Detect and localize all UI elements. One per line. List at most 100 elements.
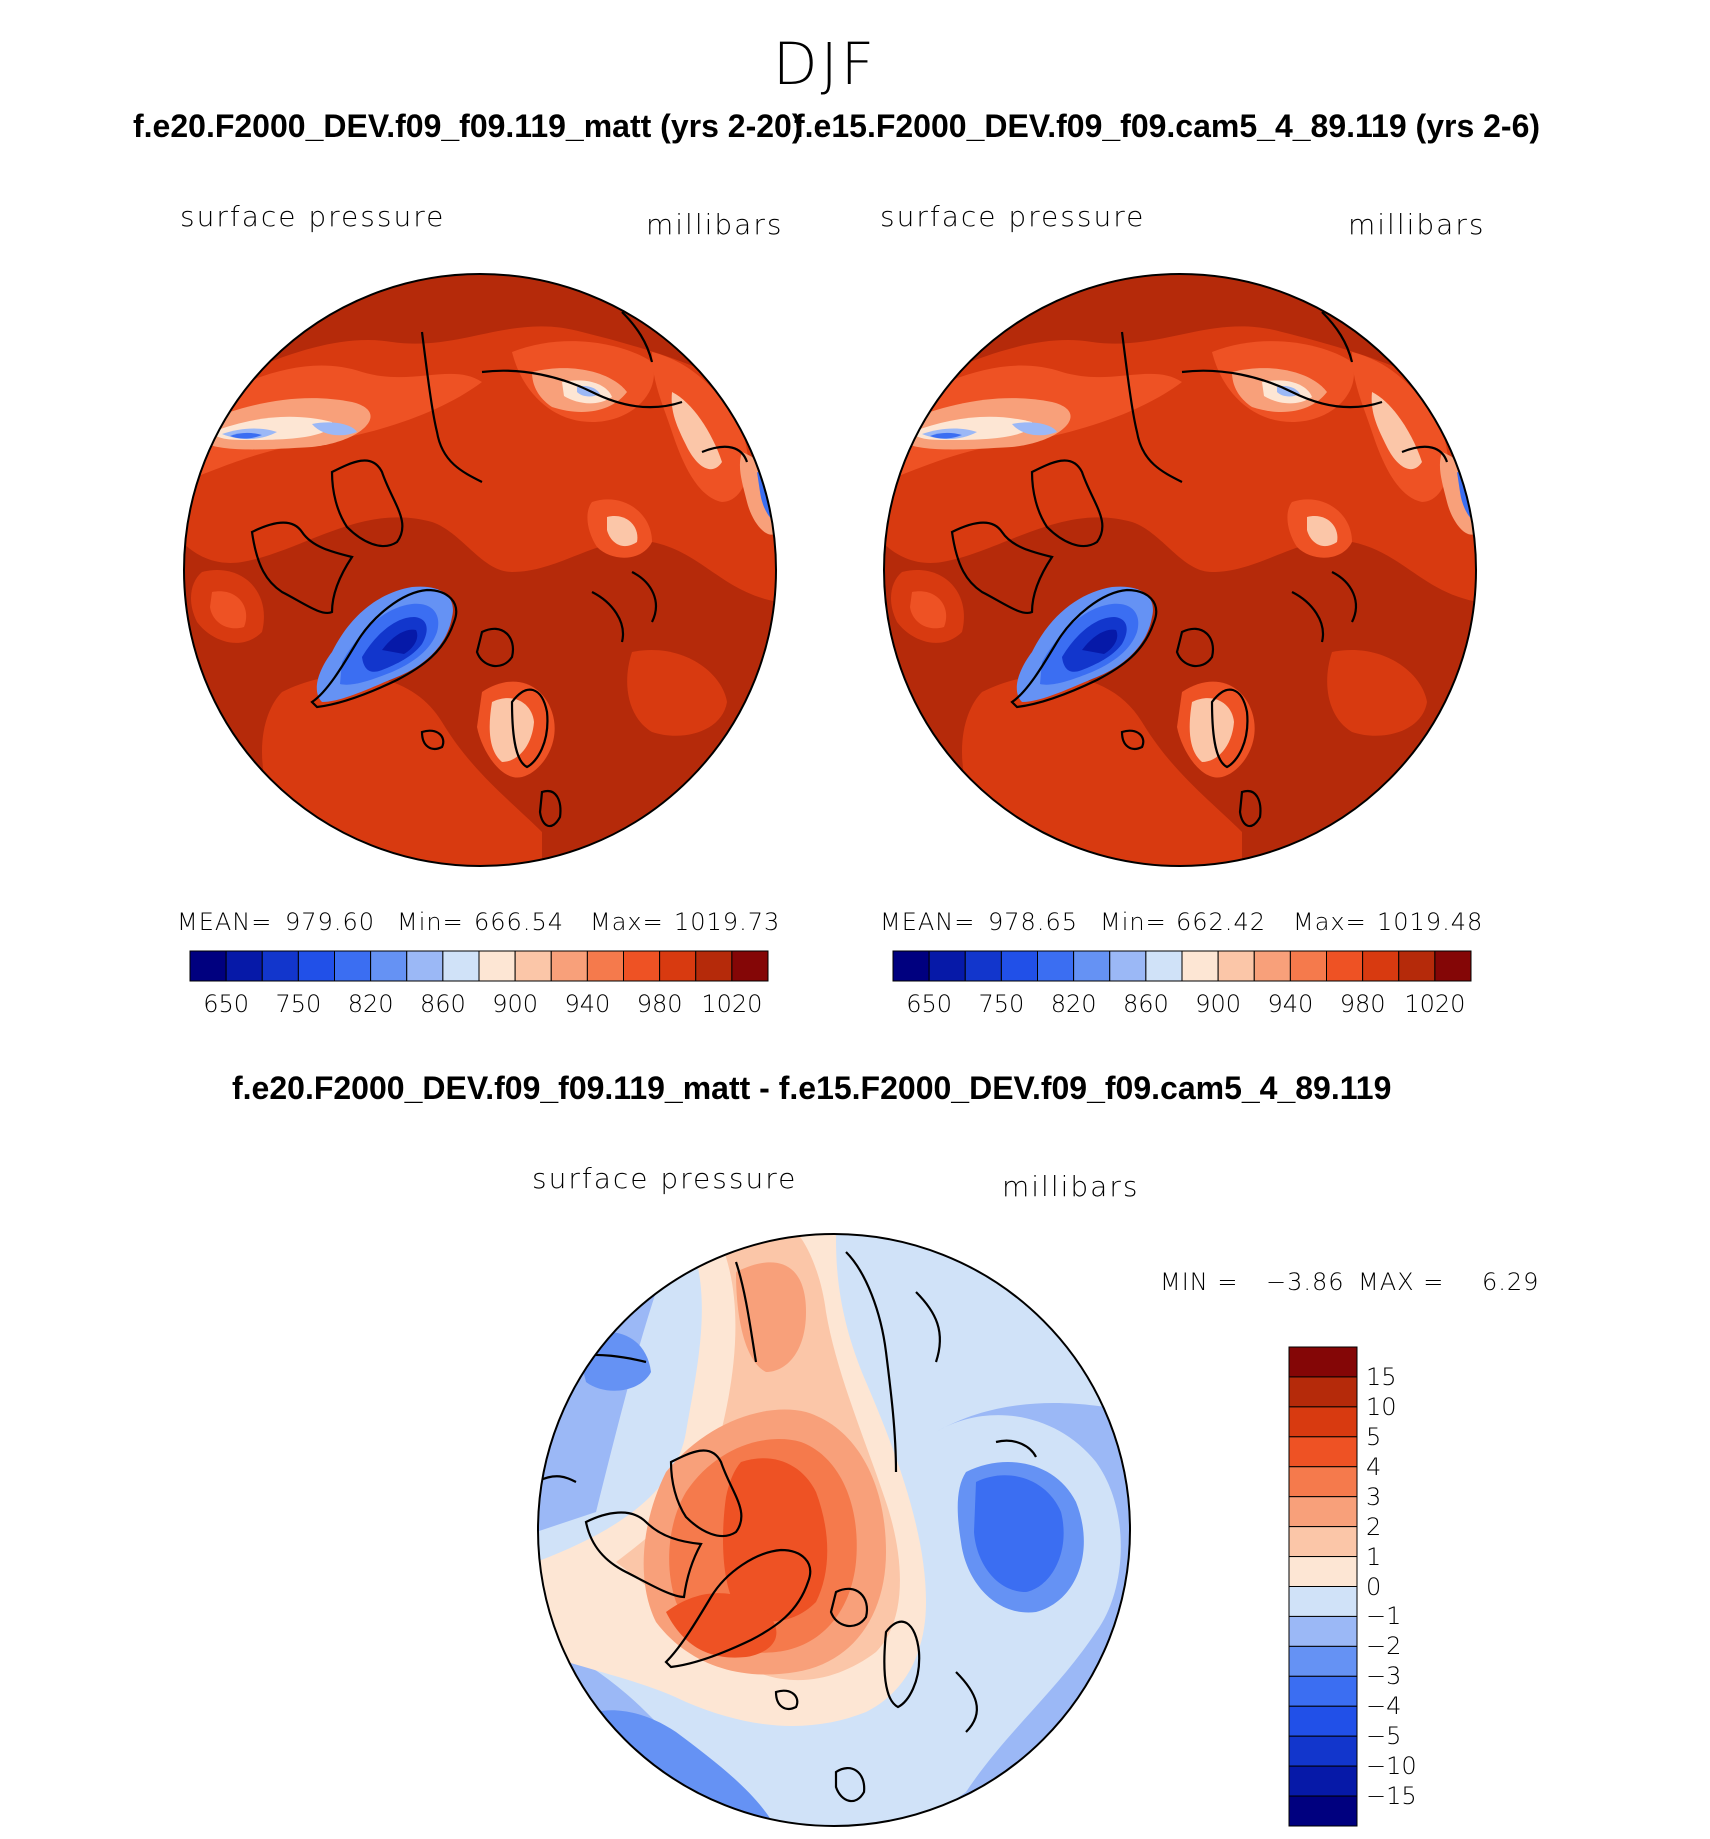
panel-1-colorbar-swatch xyxy=(659,950,697,982)
panel-2-colorbar-swatch xyxy=(1398,950,1436,982)
panel-1-colorbar xyxy=(189,950,769,982)
panel-2-colorbar-swatch xyxy=(1073,950,1111,982)
panel-2-colorbar-swatch xyxy=(964,950,1002,982)
panel-1-colorbar-swatch xyxy=(189,950,227,982)
panel-1-colorbar-tick-label: 750 xyxy=(275,990,322,1018)
panel-1-colorbar-tick-label: 650 xyxy=(203,990,250,1018)
panel-2-colorbar-swatch xyxy=(928,950,966,982)
panel-1-units-label: millibars xyxy=(646,208,784,241)
panel-2-variable-label: surface pressure xyxy=(880,200,1146,233)
panel-1-colorbar-swatch xyxy=(514,950,552,982)
diff-polar-map xyxy=(537,1233,1131,1827)
panel-1-colorbar-tick-label: 940 xyxy=(564,990,611,1018)
panel-2-min-value: 662.42 xyxy=(1176,908,1266,936)
panel-2-colorbar-tick-label: 900 xyxy=(1195,990,1242,1018)
panel-2-colorbar-swatch xyxy=(1434,950,1472,982)
panel-2-mean-value: 978.65 xyxy=(988,908,1078,936)
diff-min-label: MIN = xyxy=(1160,1268,1239,1296)
panel-1-mean-label: MEAN= xyxy=(177,908,273,936)
panel-2-max-label: Max= xyxy=(1293,908,1367,936)
panel-2-colorbar-swatch xyxy=(1145,950,1183,982)
panel-1-colorbar-tick-label: 820 xyxy=(347,990,394,1018)
panel-2-mean-label: MEAN= xyxy=(880,908,976,936)
panel-1-max-value: 1019.73 xyxy=(674,908,781,936)
panel-2-colorbar-swatch xyxy=(1362,950,1400,982)
panel-1-colorbar-swatch xyxy=(297,950,335,982)
diff-colorbar-swatch xyxy=(1288,1466,1358,1498)
panel-1-min-label: Min= xyxy=(397,908,464,936)
panel-2-colorbar-ticks: 650 750 820 860 900 940 980 1020 xyxy=(893,990,1471,1020)
diff-colorbar-swatch xyxy=(1288,1586,1358,1617)
diff-colorbar-ticks: 15 10 5 4 3 2 1 0 −1 −2 −3 −4 −5 −10 −15 xyxy=(1366,1347,1466,1826)
diff-colorbar-swatch xyxy=(1288,1615,1358,1647)
panel-2-colorbar-tick-label: 1020 xyxy=(1404,990,1466,1018)
panel-2-colorbar-swatch xyxy=(892,950,930,982)
diff-colorbar-tick-label: −1 xyxy=(1366,1602,1402,1631)
panel-2-colorbar-swatch xyxy=(1000,950,1038,982)
panel-1-min-value: 666.54 xyxy=(474,908,564,936)
diff-colorbar-swatch xyxy=(1288,1645,1358,1677)
diff-colorbar-swatch xyxy=(1288,1705,1358,1737)
diff-colorbar-swatch xyxy=(1288,1496,1358,1528)
diff-colorbar-tick-label: −4 xyxy=(1366,1692,1402,1721)
diff-colorbar-tick-label: −5 xyxy=(1366,1722,1402,1751)
diff-colorbar-tick-label: 0 xyxy=(1366,1572,1382,1601)
diff-min-value: −3.86 xyxy=(1266,1268,1345,1296)
diff-colorbar-swatch xyxy=(1288,1556,1358,1587)
panel-1-colorbar-swatch xyxy=(442,950,480,982)
panel-2-colorbar-swatch xyxy=(1326,950,1364,982)
diff-colorbar-tick-label: 5 xyxy=(1366,1422,1382,1451)
diff-colorbar-tick-label: 15 xyxy=(1366,1362,1397,1391)
panel-2-min-label: Min= xyxy=(1100,908,1167,936)
panel-1-colorbar-swatch xyxy=(370,950,408,982)
diff-panel-title: f.e20.F2000_DEV.f09_f09.119_matt - f.e15… xyxy=(232,1070,1392,1106)
diff-colorbar-swatch xyxy=(1288,1675,1358,1707)
diff-colorbar-tick-label: −15 xyxy=(1366,1782,1417,1811)
diff-colorbar xyxy=(1288,1346,1358,1827)
panel-1-colorbar-tick-label: 980 xyxy=(636,990,683,1018)
diff-colorbar-tick-label: −3 xyxy=(1366,1662,1402,1691)
diff-colorbar-tick-label: 4 xyxy=(1366,1452,1382,1481)
panel-1-mean-value: 979.60 xyxy=(285,908,375,936)
diff-colorbar-swatch xyxy=(1288,1406,1358,1438)
panel-1-colorbar-swatch xyxy=(586,950,624,982)
panel-2-colorbar-tick-label: 940 xyxy=(1267,990,1314,1018)
panel-2-colorbar-swatch xyxy=(1253,950,1291,982)
panel-2-colorbar-tick-label: 750 xyxy=(978,990,1025,1018)
panel-1-title: f.e20.F2000_DEV.f09_f09.119_matt (yrs 2-… xyxy=(133,108,803,144)
panel-2-title: f.e15.F2000_DEV.f09_f09.cam5_4_89.119 (y… xyxy=(794,108,1541,144)
panel-1-variable-label: surface pressure xyxy=(180,200,446,233)
panel-2-colorbar-swatch xyxy=(1037,950,1075,982)
season-title: DJF xyxy=(772,30,878,98)
panel-2-colorbar-swatch xyxy=(1217,950,1255,982)
diff-colorbar-swatch xyxy=(1288,1436,1358,1468)
panel-2-colorbar-tick-label: 650 xyxy=(906,990,953,1018)
panel-2-polar-map xyxy=(883,273,1477,867)
panel-2-colorbar-tick-label: 860 xyxy=(1122,990,1169,1018)
panel-2-colorbar-swatch xyxy=(1289,950,1327,982)
panel-1-colorbar-swatch xyxy=(261,950,299,982)
diff-colorbar-tick-label: −2 xyxy=(1366,1632,1402,1661)
panel-2-colorbar-swatch xyxy=(1109,950,1147,982)
diff-max-label: MAX = xyxy=(1358,1268,1445,1296)
diff-colorbar-swatch xyxy=(1288,1346,1358,1378)
diff-colorbar-swatch xyxy=(1288,1376,1358,1408)
diff-colorbar-swatch xyxy=(1288,1795,1358,1827)
panel-2-max-value: 1019.48 xyxy=(1377,908,1484,936)
panel-1-colorbar-ticks: 650 750 820 860 900 940 980 1020 xyxy=(190,990,768,1020)
diff-colorbar-tick-label: 10 xyxy=(1366,1392,1397,1421)
panel-1-colorbar-swatch xyxy=(623,950,661,982)
panel-2-colorbar-tick-label: 980 xyxy=(1339,990,1386,1018)
diff-units-label: millibars xyxy=(1002,1170,1140,1203)
panel-1-colorbar-tick-label: 1020 xyxy=(701,990,763,1018)
diff-colorbar-tick-label: 2 xyxy=(1366,1512,1382,1541)
panel-1-colorbar-swatch xyxy=(695,950,733,982)
diff-colorbar-tick-label: −10 xyxy=(1366,1752,1417,1781)
panel-1-colorbar-swatch xyxy=(225,950,263,982)
diff-colorbar-tick-label: 1 xyxy=(1366,1542,1382,1571)
panel-2-colorbar-tick-label: 820 xyxy=(1050,990,1097,1018)
diff-colorbar-tick-label: 3 xyxy=(1366,1482,1382,1511)
panel-1-colorbar-swatch xyxy=(550,950,588,982)
panel-2-colorbar-swatch xyxy=(1181,950,1219,982)
panel-2-colorbar xyxy=(892,950,1472,982)
